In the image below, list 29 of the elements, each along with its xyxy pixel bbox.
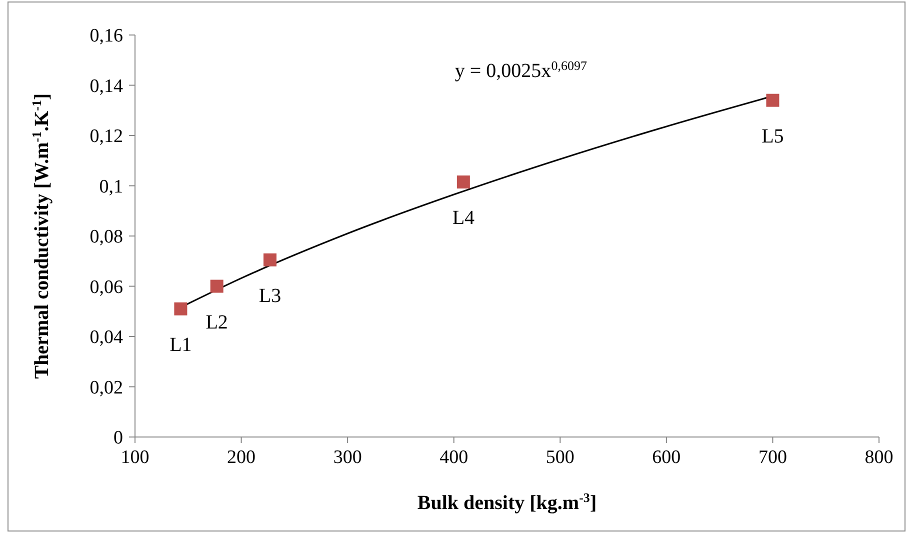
- point: [766, 94, 780, 107]
- x-tick-label: 400: [440, 447, 468, 468]
- y-tick-label: 0,08: [90, 226, 123, 248]
- annotation: L4: [452, 206, 475, 229]
- y-tick-label: 0,02: [90, 377, 123, 398]
- point: [263, 253, 276, 266]
- x-tick-label: 700: [758, 447, 787, 468]
- y-tick-label: 0: [114, 428, 123, 449]
- annotation: L3: [258, 284, 282, 307]
- y-tick-label: 0,12: [90, 126, 123, 148]
- x-tick-label: 800: [864, 447, 894, 468]
- annotation: L1: [170, 334, 192, 356]
- y-tick-label: 0,16: [90, 26, 123, 47]
- x-tick-label: 300: [333, 447, 362, 468]
- annotation: L5: [762, 125, 784, 148]
- y-tick-label: 0,14: [90, 76, 124, 97]
- annotation: L2: [206, 311, 228, 334]
- x-tick-label: 500: [546, 447, 574, 468]
- y-tick-label: 0,06: [90, 276, 123, 298]
- x-tick-label: 200: [227, 447, 256, 468]
- x-axis-title: Bulk density [kg.m$^{-3}$]: [417, 490, 597, 514]
- annotation: y = 0,0025x$^{0,6097}$: [454, 58, 588, 82]
- point: [456, 175, 470, 188]
- y-tick-label: 0,04: [90, 327, 124, 348]
- y-tick-label: 0,1: [99, 176, 123, 198]
- x-tick-label: 100: [120, 447, 150, 468]
- point: [210, 280, 224, 293]
- x-tick-label: 600: [652, 447, 681, 468]
- point: [174, 302, 188, 316]
